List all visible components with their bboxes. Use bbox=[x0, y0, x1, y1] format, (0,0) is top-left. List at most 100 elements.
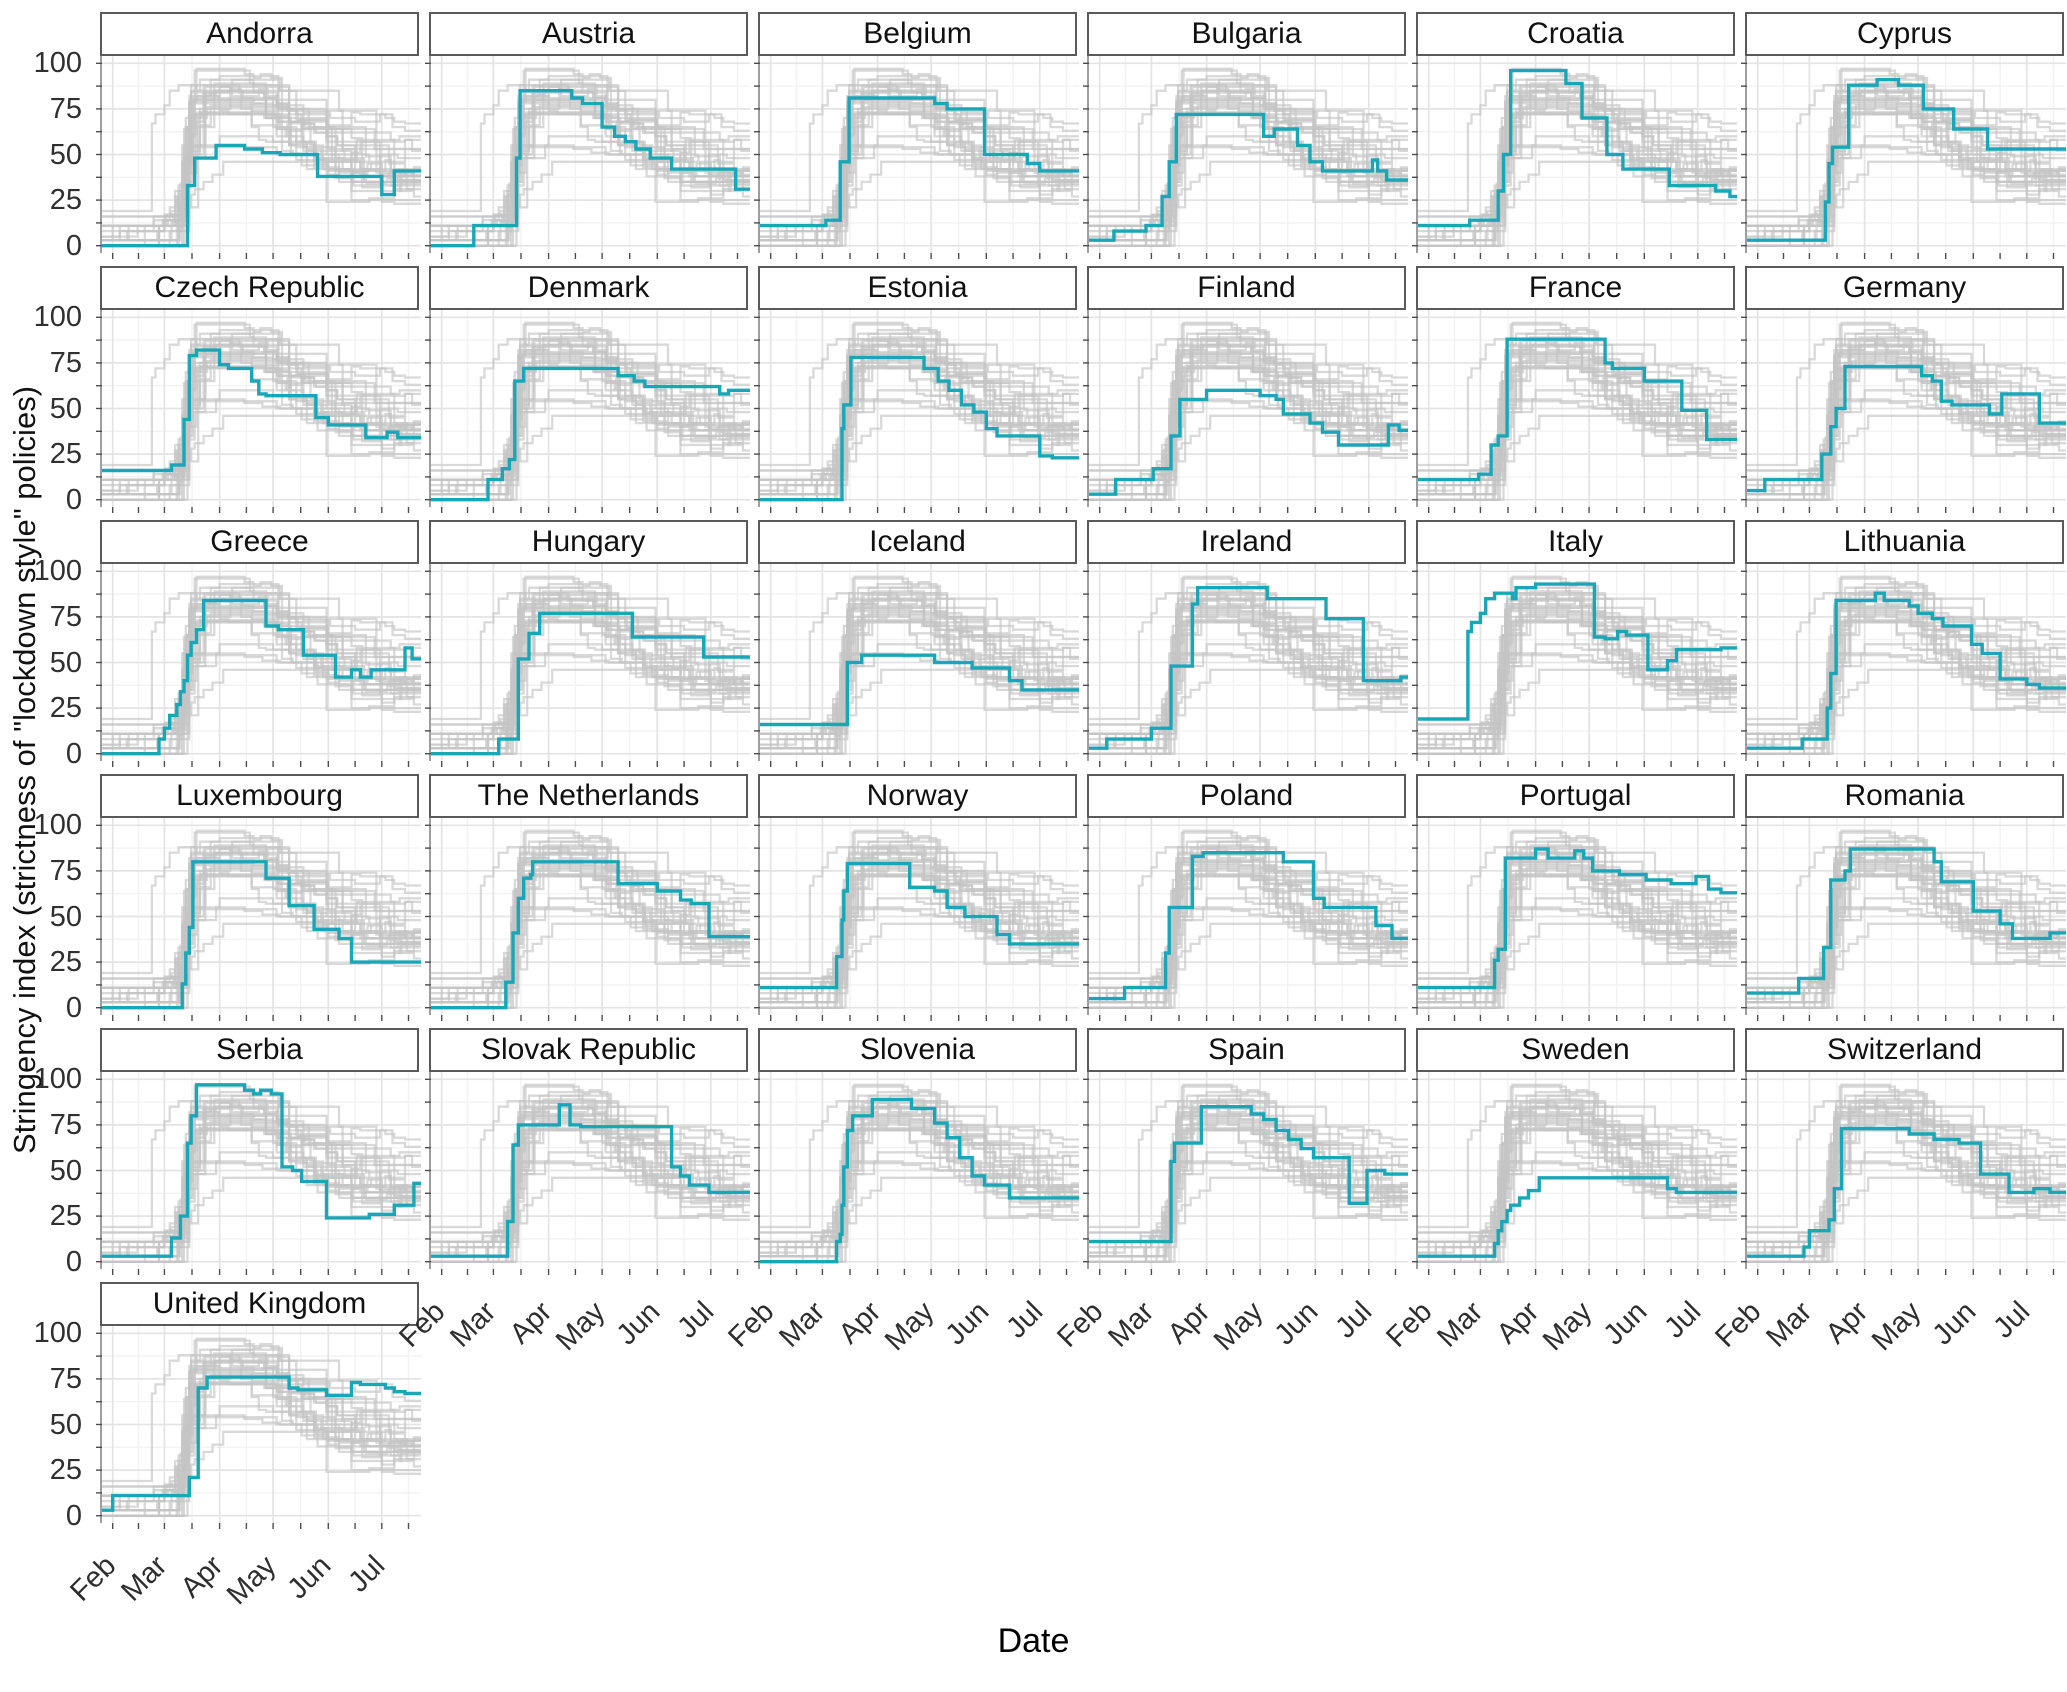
facet-title: Hungary bbox=[531, 525, 646, 558]
x-tick-label: Jun bbox=[939, 1295, 996, 1352]
facet-row-2: 100 75 50 25 0 Czech Republic Denmark Estonia Fi… bbox=[0, 266, 2067, 516]
facet-grid: 100 75 50 25 0 Andorra Austria Belgium Bulgaria C… bbox=[0, 12, 2067, 1661]
facet-panel-poland: Poland bbox=[1083, 774, 1408, 1021]
panel-plot-area bbox=[1083, 310, 1408, 513]
y-tick-label: 100 bbox=[33, 1317, 82, 1350]
facet-title: United Kingdom bbox=[152, 1287, 367, 1320]
y-tick-label: 50 bbox=[49, 900, 82, 933]
facet-strip: Hungary bbox=[429, 520, 748, 564]
facet-panel-spain: Spain bbox=[1083, 1028, 1408, 1275]
facet-title: France bbox=[1528, 271, 1623, 304]
x-tick-label: May bbox=[1537, 1295, 1599, 1358]
facet-row-6: 100 75 50 25 0 United Kingdom bbox=[0, 1282, 2067, 1532]
y-tick-label: 75 bbox=[49, 92, 82, 125]
panel-plot-area bbox=[1083, 56, 1408, 259]
facet-panel-norway: Norway bbox=[754, 774, 1079, 1021]
panel-plot-svg bbox=[754, 310, 1079, 513]
facet-title: Denmark bbox=[527, 271, 650, 304]
facet-strip: Switzerland bbox=[1745, 1028, 2064, 1072]
facet-strip: Czech Republic bbox=[100, 266, 419, 310]
panel-plot-area bbox=[96, 310, 421, 513]
panel-plot-area bbox=[1083, 564, 1408, 767]
x-tick-label: Apr bbox=[1161, 1295, 1216, 1351]
panel-plot-area bbox=[754, 1072, 1079, 1275]
facet-title: Romania bbox=[1844, 779, 1965, 812]
panel-plot-svg bbox=[1083, 564, 1408, 767]
facet-strip: Iceland bbox=[758, 520, 1077, 564]
facet-panel-italy: Italy bbox=[1412, 520, 1737, 767]
x-axis-tick-labels: Feb Mar Apr May Jun Jul bbox=[64, 1536, 419, 1620]
y-tick-label: 0 bbox=[65, 991, 82, 1024]
y-tick-label: 25 bbox=[49, 1200, 82, 1233]
x-tick-label: Jun bbox=[1268, 1295, 1325, 1352]
x-axis-tick-labels: Feb Mar Apr May Jun Jul bbox=[393, 1282, 748, 1366]
y-axis-tick-labels: 100 75 50 25 0 bbox=[0, 12, 90, 261]
facet-title: Finland bbox=[1197, 271, 1296, 304]
x-tick-label: May bbox=[1866, 1295, 1928, 1358]
panel-plot-svg bbox=[754, 564, 1079, 767]
y-tick-label: 100 bbox=[33, 301, 82, 334]
facet-row-1: 100 75 50 25 0 Andorra Austria Belgium Bulgaria C… bbox=[0, 12, 2067, 262]
y-tick-label: 100 bbox=[33, 1063, 82, 1096]
facet-panel-sweden: Sweden bbox=[1412, 1028, 1737, 1275]
panel-plot-svg bbox=[1083, 310, 1408, 513]
x-axis-tick-labels: Feb Mar Apr May Jun Jul bbox=[722, 1282, 1077, 1366]
facet-title: Serbia bbox=[216, 1033, 303, 1066]
panel-plot-area bbox=[96, 564, 421, 767]
panel-plot-svg bbox=[754, 818, 1079, 1021]
y-tick-label: 50 bbox=[49, 138, 82, 171]
facet-title: Germany bbox=[1842, 271, 1967, 304]
facet-panel-france: France bbox=[1412, 266, 1737, 513]
panel-plot-svg bbox=[96, 56, 421, 259]
x-tick-label: Jun bbox=[281, 1549, 338, 1606]
x-tick-label: May bbox=[1208, 1295, 1270, 1358]
facet-strip: United Kingdom bbox=[100, 1282, 419, 1326]
facet-panel-croatia: Croatia bbox=[1412, 12, 1737, 259]
facet-strip: Norway bbox=[758, 774, 1077, 818]
y-tick-label: 50 bbox=[49, 392, 82, 425]
x-tick-label: Jul bbox=[1000, 1295, 1050, 1345]
panel-plot-svg bbox=[1412, 1072, 1737, 1275]
panel-plot-area bbox=[754, 564, 1079, 767]
facet-panel-switzerland: Switzerland bbox=[1741, 1028, 2066, 1275]
facet-strip: Greece bbox=[100, 520, 419, 564]
x-axis-tick-labels: Feb Mar Apr May Jun Jul bbox=[1709, 1282, 2064, 1366]
facet-title: Iceland bbox=[869, 525, 966, 558]
facet-row-5: 100 75 50 25 0 Serbia Slovak Republic Slovenia S… bbox=[0, 1028, 2067, 1278]
x-axis-row-col1: Feb Mar Apr May Jun Jul bbox=[0, 1536, 2067, 1620]
x-tick-label: Jul bbox=[1329, 1295, 1379, 1345]
facet-strip: Bulgaria bbox=[1087, 12, 1406, 56]
facet-strip: Serbia bbox=[100, 1028, 419, 1072]
y-tick-label: 75 bbox=[49, 1362, 82, 1395]
facet-strip: Germany bbox=[1745, 266, 2064, 310]
facet-panel-estonia: Estonia bbox=[754, 266, 1079, 513]
facet-strip: Denmark bbox=[429, 266, 748, 310]
x-tick-label: Mar bbox=[1102, 1295, 1161, 1354]
panel-plot-area bbox=[96, 818, 421, 1021]
y-tick-label: 100 bbox=[33, 47, 82, 80]
panel-plot-area bbox=[425, 818, 750, 1021]
facet-panel-finland: Finland bbox=[1083, 266, 1408, 513]
y-axis-tick-labels: 100 75 50 25 0 bbox=[0, 266, 90, 515]
panel-plot-area bbox=[1741, 818, 2066, 1021]
x-tick-label: May bbox=[221, 1549, 283, 1612]
facet-panel-slovak-republic: Slovak Republic bbox=[425, 1028, 750, 1275]
y-tick-label: 25 bbox=[49, 692, 82, 725]
x-axis-title: Date bbox=[997, 1622, 1070, 1660]
panel-plot-svg bbox=[425, 56, 750, 259]
x-tick-label: Apr bbox=[503, 1295, 558, 1351]
facet-panel-hungary: Hungary bbox=[425, 520, 750, 767]
x-tick-label: Mar bbox=[444, 1295, 503, 1354]
y-tick-label: 75 bbox=[49, 1108, 82, 1141]
x-tick-label: Jul bbox=[342, 1549, 392, 1599]
panel-plot-svg bbox=[1412, 564, 1737, 767]
y-tick-label: 50 bbox=[49, 646, 82, 679]
facet-panel-ireland: Ireland bbox=[1083, 520, 1408, 767]
panel-plot-area bbox=[96, 1072, 421, 1275]
y-tick-label: 75 bbox=[49, 854, 82, 887]
y-tick-label: 0 bbox=[65, 1245, 82, 1278]
y-tick-label: 50 bbox=[49, 1154, 82, 1187]
panel-plot-svg bbox=[1741, 56, 2066, 259]
facet-panel-denmark: Denmark bbox=[425, 266, 750, 513]
panel-plot-area bbox=[1412, 310, 1737, 513]
